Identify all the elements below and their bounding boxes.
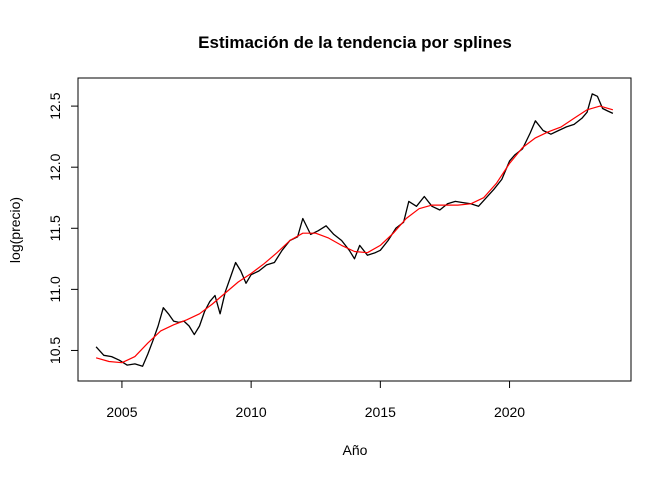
- x-tick-label: 2005: [106, 404, 137, 420]
- y-tick-label: 11.0: [47, 276, 63, 302]
- series-layer: [95, 93, 614, 367]
- y-axis-label: log(precio): [7, 197, 23, 263]
- x-tick-label: 2020: [494, 404, 525, 420]
- x-axis-label: Año: [343, 442, 368, 458]
- x-tick-label: 2010: [236, 404, 267, 420]
- spline-trend-line: [95, 105, 614, 364]
- y-tick-label: 10.5: [47, 337, 63, 364]
- y-tick-label: 12.5: [47, 92, 63, 119]
- x-tick-label: 2015: [365, 404, 396, 420]
- y-tick-label: 11.5: [47, 215, 63, 241]
- x-axis: 2005 2010 2015 2020: [106, 380, 525, 420]
- chart-title: Estimación de la tendencia por splines: [198, 33, 512, 52]
- y-axis: 10.5 11.0 11.5 12.0 12.5: [47, 92, 79, 364]
- plot-frame: [77, 77, 632, 382]
- y-tick-label: 12.0: [47, 153, 63, 180]
